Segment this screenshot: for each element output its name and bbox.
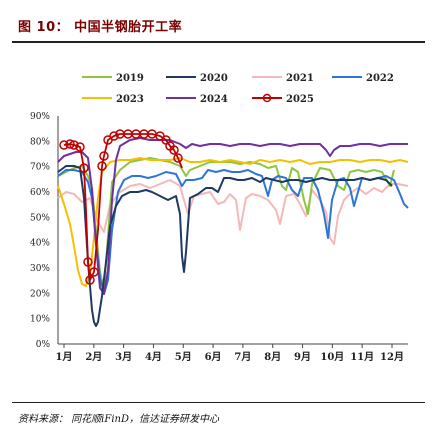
legend-item-2024: 2024: [166, 94, 228, 105]
x-tick-label: 9月: [294, 351, 311, 363]
x-tick-label: 10月: [320, 351, 344, 363]
series-2020-line: [57, 165, 393, 327]
legend-label: 2021: [286, 73, 314, 84]
x-tick-label: 1月: [56, 351, 73, 363]
x-tick-label: 7月: [234, 351, 251, 363]
x-tick-label: 8月: [264, 351, 281, 363]
series-2025-markers: [59, 129, 183, 285]
legend-label: 2020: [200, 73, 228, 84]
series-2021-line: [57, 179, 409, 245]
legend-item-2020: 2020: [166, 73, 228, 84]
y-tick-label: 30%: [30, 264, 50, 274]
series-2024-line: [57, 137, 408, 295]
x-tick-label: 6月: [205, 351, 222, 363]
x-tick-label: 3月: [115, 351, 132, 363]
page-title: 图 10： 中国半钢胎开工率: [18, 20, 183, 35]
y-tick-label: 40%: [30, 239, 50, 249]
legend-label: 2024: [200, 94, 228, 105]
legend: 2019 2020 2021 2022 2023 2024 2025: [82, 73, 394, 105]
x-tick-label: 4月: [145, 351, 162, 363]
y-tick-label: 90%: [30, 112, 50, 122]
legend-label: 2022: [366, 73, 394, 84]
x-tick-label: 11月: [350, 351, 374, 363]
legend-label: 2025: [286, 94, 314, 105]
x-axis: 1月 2月 3月 4月 5月 6月 7月 8月 9月 10月 11月 12月: [56, 343, 408, 363]
legend-item-2022: 2022: [332, 73, 394, 84]
source-divider: [12, 402, 425, 403]
x-tick-label: 2月: [85, 351, 102, 363]
legend-marker: [262, 93, 272, 103]
x-tick-label: 5月: [175, 351, 192, 363]
y-tick-label: 10%: [30, 315, 50, 325]
series-2025-line: [63, 133, 183, 281]
y-tick-label: 50%: [30, 213, 50, 223]
title-divider: [12, 41, 425, 43]
y-tick-label: 60%: [30, 188, 50, 198]
y-tick-label: 70%: [30, 163, 50, 173]
y-axis: 0% 10% 20% 30% 40% 50% 60% 70% 80% 90%: [30, 112, 59, 350]
y-tick-label: 80%: [30, 137, 50, 147]
legend-label: 2019: [116, 73, 144, 84]
legend-label: 2023: [116, 94, 144, 105]
y-tick-label: 0%: [36, 340, 51, 350]
legend-item-2019: 2019: [82, 73, 144, 84]
legend-item-2025: 2025: [252, 93, 314, 105]
legend-item-2023: 2023: [82, 94, 144, 105]
source-note: 资料来源： 同花顺iFinD，信达证券研发中心: [18, 414, 219, 425]
legend-item-2021: 2021: [252, 73, 314, 84]
x-tick-label: 12月: [380, 351, 404, 363]
y-tick-label: 20%: [30, 289, 50, 299]
